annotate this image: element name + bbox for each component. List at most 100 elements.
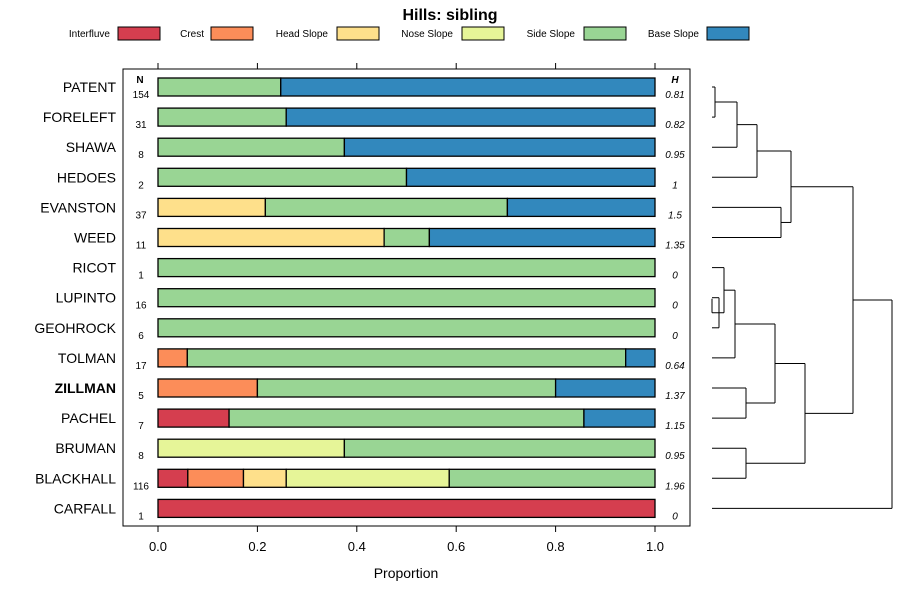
bar-segment-crest [187, 468, 245, 488]
bar-segment-side-slope [186, 348, 627, 368]
row-foreleft: FORELEFT 31 0.82 [43, 107, 685, 131]
n-header: N [136, 75, 143, 86]
row-h-value: 0.64 [665, 361, 685, 372]
x-tick-label: 0.8 [547, 539, 565, 554]
x-tick-label: 1.0 [646, 539, 664, 554]
bar-segment-crest [157, 378, 259, 398]
bar-segment-side-slope [264, 197, 509, 218]
row-h-value: 0.82 [665, 120, 685, 131]
bar-segment-side-slope [383, 227, 431, 248]
row-n-value: 16 [135, 301, 147, 312]
row-h-value: 0.81 [665, 90, 684, 101]
bar-segment-side-slope [157, 107, 287, 127]
row-label: BRUMAN [55, 440, 116, 456]
row-h-value: 1.5 [668, 210, 682, 221]
row-label: HEDOES [57, 169, 116, 185]
bar-segment-base-slope [285, 107, 656, 127]
row-h-value: 1.96 [665, 481, 685, 492]
row-label: GEOHROCK [34, 320, 116, 336]
bar-segment-base-slope [554, 378, 656, 398]
row-h-value: 0.95 [665, 150, 685, 161]
legend-label-side-slope: Side Slope [527, 29, 576, 40]
bar-segment-side-slope [228, 408, 585, 428]
row-n-value: 6 [138, 331, 144, 342]
x-axis-label: Proportion [374, 565, 439, 581]
bar-segment-side-slope [157, 288, 656, 308]
row-h-value: 1.37 [665, 391, 685, 402]
row-patent: PATENT 154 0.81 [63, 77, 685, 101]
legend: Interfluve Crest Head Slope Nose Slope Side … [69, 26, 750, 41]
x-tick-label: 0.4 [348, 539, 366, 554]
row-hedoes: HEDOES 2 1 [57, 167, 678, 191]
bar-segment-nose-slope [285, 468, 450, 488]
bar-segment-side-slope [157, 137, 346, 157]
row-n-value: 31 [135, 120, 147, 131]
row-bruman: BRUMAN 8 0.95 [55, 438, 685, 462]
row-zillman: ZILLMAN 5 1.37 [55, 378, 685, 402]
legend-swatch-base-slope [706, 26, 750, 41]
row-label: CARFALL [54, 500, 116, 516]
bar-segment-side-slope [157, 77, 282, 97]
row-label: TOLMAN [58, 350, 116, 366]
row-n-value: 7 [138, 421, 144, 432]
bar-segment-nose-slope [157, 438, 346, 458]
bar-segment-head-slope [157, 197, 267, 218]
legend-label-nose-slope: Nose Slope [401, 29, 453, 40]
h-header: H [671, 75, 679, 86]
row-h-value: 1 [672, 180, 678, 191]
row-lupinto: LUPINTO 16 0 [56, 288, 678, 312]
row-h-value: 1.15 [665, 421, 685, 432]
row-n-value: 1 [138, 511, 144, 522]
row-label: ZILLMAN [55, 380, 116, 396]
row-n-value: 8 [138, 451, 144, 462]
row-h-value: 0 [672, 511, 678, 522]
row-label: PATENT [63, 79, 117, 95]
bar-segment-side-slope [157, 318, 656, 338]
row-h-value: 0 [672, 301, 678, 312]
row-label: RICOT [72, 260, 116, 276]
bar-segment-base-slope [428, 227, 656, 248]
plot-panel [122, 68, 691, 527]
row-label: WEED [74, 230, 116, 246]
row-label: SHAWA [66, 139, 117, 155]
bar-segment-base-slope [583, 408, 656, 428]
bar-segment-interfluve [157, 468, 189, 488]
bar-segment-interfluve [157, 408, 230, 428]
bar-segment-side-slope [343, 438, 656, 458]
legend-swatch-nose-slope [461, 26, 505, 41]
bar-segment-base-slope [343, 137, 656, 157]
row-blackhall: BLACKHALL 116 1.96 [35, 468, 685, 492]
row-label: EVANSTON [40, 199, 116, 215]
legend-label-crest: Crest [180, 29, 204, 40]
row-geohrock: GEOHROCK 6 0 [34, 318, 678, 342]
bar-segment-head-slope [157, 227, 385, 248]
row-weed: WEED 11 1.35 [74, 227, 685, 252]
row-label: LUPINTO [56, 290, 117, 306]
bar-segment-base-slope [625, 348, 656, 368]
row-h-value: 0 [672, 331, 678, 342]
row-ricot: RICOT 1 0 [72, 257, 678, 282]
row-pachel: PACHEL 7 1.15 [61, 408, 685, 432]
legend-label-head-slope: Head Slope [276, 29, 329, 40]
row-n-value: 2 [138, 180, 144, 191]
row-n-value: 154 [133, 90, 150, 101]
legend-swatch-interfluve [117, 26, 161, 41]
bar-segment-side-slope [256, 378, 557, 398]
x-tick-label: 0.6 [447, 539, 465, 554]
x-tick-label: 0.0 [149, 539, 167, 554]
row-n-value: 37 [135, 210, 147, 221]
row-h-value: 0 [672, 271, 678, 282]
row-tolman: TOLMAN 17 0.64 [58, 348, 685, 372]
top-axis-ticks [157, 63, 656, 69]
x-axis: 0.0 0.2 0.4 0.6 0.8 1.0 [149, 526, 664, 554]
row-evanston: EVANSTON 37 1.5 [40, 197, 682, 221]
chart-title: Hills: sibling [402, 7, 497, 24]
bar-segment-side-slope [157, 257, 656, 278]
x-tick-label: 0.2 [248, 539, 266, 554]
bar-segment-base-slope [506, 197, 656, 218]
bar-segment-side-slope [157, 167, 408, 187]
bar-rows: PATENT 154 0.81 FORELEFT 31 0.82 SHAWA 8 0.95 HED… [34, 77, 685, 522]
legend-label-base-slope: Base Slope [648, 29, 700, 40]
bar-segment-crest [157, 348, 188, 368]
